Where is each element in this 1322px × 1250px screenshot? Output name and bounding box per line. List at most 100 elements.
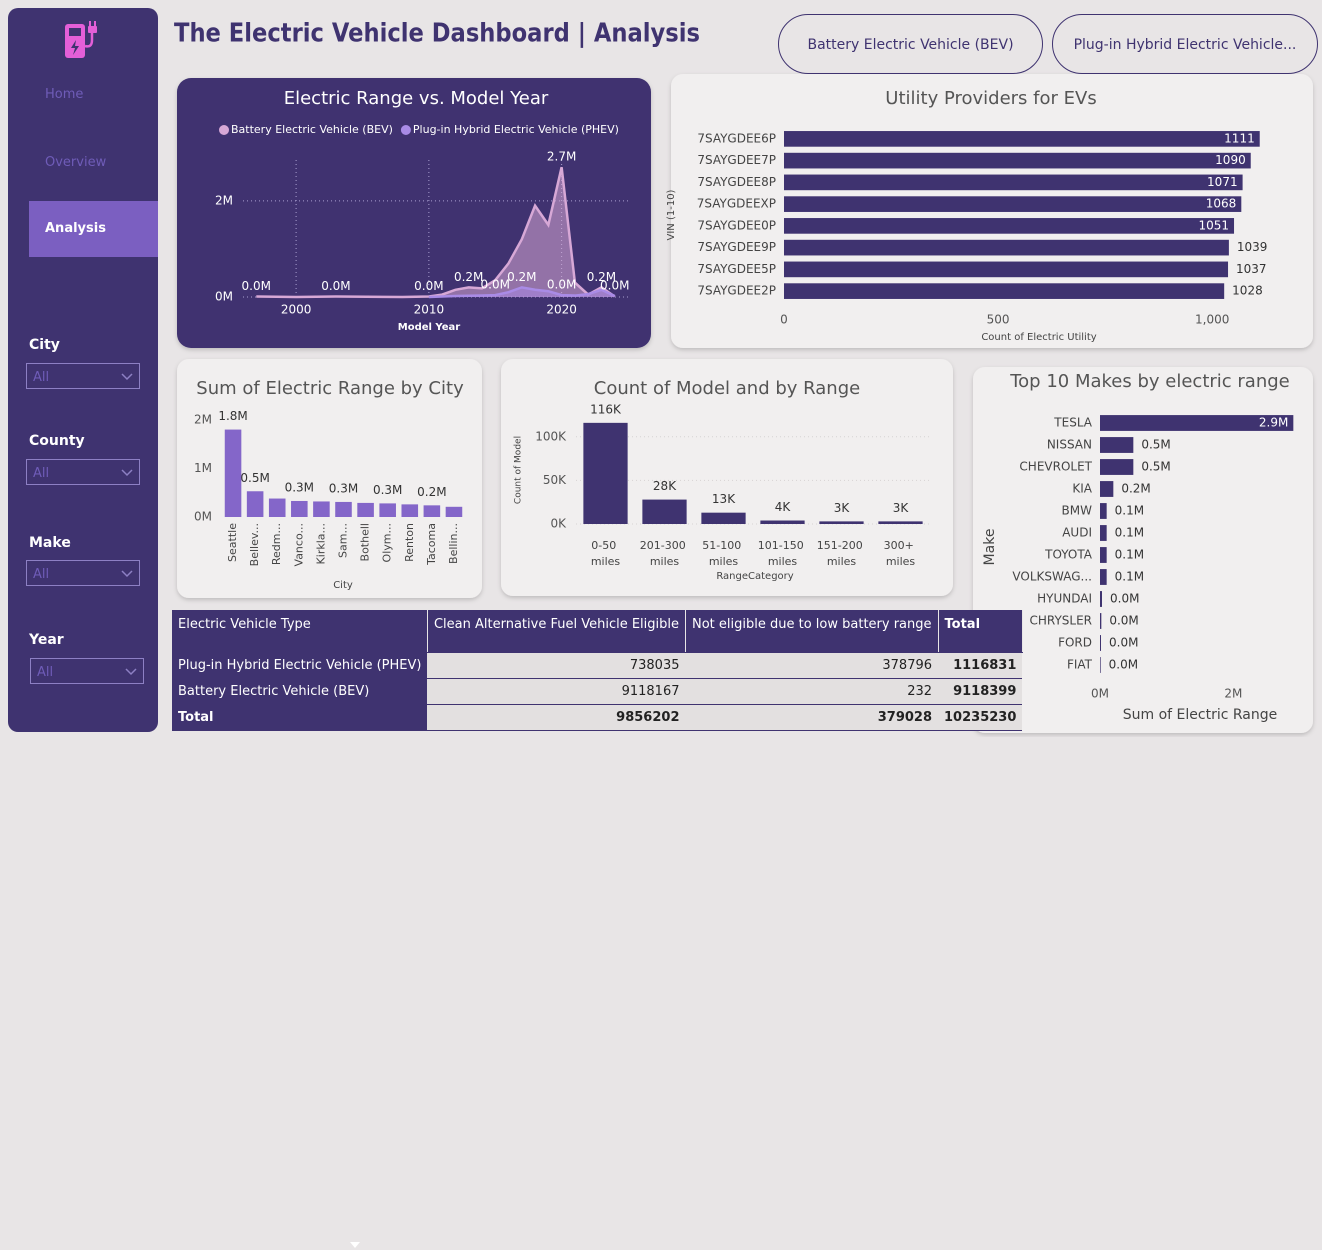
x-axis-label: City: [333, 580, 353, 591]
x-tick-label: 500: [987, 313, 1010, 327]
data-label: 0.1M: [1115, 548, 1144, 562]
category-label: 151-200 miles: [817, 539, 866, 568]
filter-dropdown[interactable]: All: [30, 658, 144, 684]
data-label: 0.2M: [507, 270, 536, 284]
summary-table: Electric Vehicle Type Clean Alternative …: [172, 610, 1023, 1248]
row: Plug-in Hybrid Electric Vehicle (PHEV) 7…: [172, 652, 1023, 679]
total-row: Total 9856202 379028 10235230: [172, 704, 1023, 731]
legend-label: Battery Electric Vehicle (BEV): [231, 123, 393, 136]
category-label: 201-300 miles: [640, 539, 689, 568]
data-label: 0.3M: [329, 481, 358, 495]
bar: [401, 504, 419, 517]
data-label: 0.5M: [1141, 460, 1170, 474]
header-cell[interactable]: Electric Vehicle Type: [172, 610, 428, 1248]
bar: [878, 521, 923, 524]
cell: Total: [172, 704, 428, 731]
data-label: 0.5M: [1141, 438, 1170, 452]
bar: [819, 521, 864, 524]
category-label: Redm...: [270, 523, 283, 565]
category-label: 7SAYGDEE7P: [697, 153, 776, 167]
filter-dropdown[interactable]: All: [26, 560, 140, 586]
category-label: Olym...: [381, 523, 394, 562]
data-label: 0.0M: [1109, 614, 1138, 628]
filter-button[interactable]: Plug-in Hybrid Electric Vehicle...: [1052, 14, 1318, 74]
category-label: Vanco...: [292, 523, 305, 566]
bar: [423, 505, 441, 517]
category-label: FIAT: [1067, 658, 1093, 672]
category-label: Tacoma: [425, 523, 438, 566]
category-label: 7SAYGDEE8P: [697, 175, 776, 189]
data-label: 1071: [1207, 175, 1238, 189]
filter-button[interactable]: Battery Electric Vehicle (BEV): [778, 14, 1043, 74]
category-label: 7SAYGDEE2P: [697, 284, 776, 298]
header-text: Electric Vehicle Type: [178, 617, 311, 632]
y-tick-label: 0M: [215, 290, 233, 304]
y-axis-label: VIN (1-10): [666, 189, 677, 240]
cell: 379028: [685, 704, 939, 731]
filter-dropdown[interactable]: All: [26, 363, 140, 389]
x-axis-label: RangeCategory: [716, 571, 793, 582]
cell: 738035: [427, 652, 686, 679]
nav-home[interactable]: Home: [45, 87, 84, 102]
bar: [335, 501, 352, 517]
chart-title: Count of Model and by Range: [594, 378, 860, 399]
y-tick-label: 0M: [194, 510, 212, 524]
category-label: 101-150 miles: [758, 539, 807, 568]
legend-marker: [219, 125, 229, 135]
cell: 10235230: [938, 704, 1023, 731]
y-axis-label: Make: [982, 529, 998, 566]
data-label: 2.7M: [547, 150, 576, 164]
data-label: 0.0M: [1110, 592, 1139, 606]
x-tick-label: 2M: [1224, 687, 1242, 701]
data-label: 0.0M: [321, 279, 350, 293]
category-label: FORD: [1058, 636, 1092, 650]
bar: [268, 498, 286, 517]
header-cell[interactable]: Not eligible due to low battery range: [685, 610, 939, 653]
header-cell[interactable]: Total: [938, 610, 1023, 653]
bar: [357, 502, 374, 517]
bar: [224, 429, 242, 517]
nav-analysis[interactable]: Analysis: [29, 201, 158, 257]
data-label: 0.2M: [454, 270, 483, 284]
filter-label: County: [29, 433, 85, 449]
filter-value: All: [33, 466, 50, 481]
bar: [1100, 415, 1294, 431]
page-title: The Electric Vehicle Dashboard | Analysi…: [174, 19, 700, 49]
bar: [784, 196, 1242, 212]
bar: [1100, 635, 1101, 651]
dashboard: Home Overview Analysis City All County A…: [8, 8, 1318, 1248]
chevron: [125, 668, 137, 676]
x-tick-label: 2000: [281, 303, 312, 317]
header-row: Electric Vehicle Type Clean Alternative …: [172, 610, 1023, 1248]
area-fill: [428, 287, 615, 297]
data-label: 0.0M: [481, 278, 510, 292]
bar: [291, 500, 308, 517]
nav-overview[interactable]: Overview: [45, 155, 107, 170]
charts: The Electric Vehicle Dashboard | Analysi…: [174, 19, 1313, 733]
series-line: [256, 166, 616, 299]
category-label: TESLA: [1053, 416, 1092, 430]
bar: [1100, 657, 1101, 673]
category-label: 51-100 miles: [702, 539, 744, 568]
data-label: 13K: [712, 492, 736, 506]
filter-label-text: County: [29, 433, 85, 449]
header-cell[interactable]: Clean Alternative Fuel Vehicle Eligible: [427, 610, 687, 653]
category-label: 7SAYGDEE6P: [697, 131, 776, 145]
filter-dropdown[interactable]: All: [26, 459, 140, 485]
y-axis-label: Count of Model: [514, 436, 524, 504]
data-label: 0.0M: [414, 279, 443, 293]
data-label: 1068: [1206, 197, 1237, 211]
bar: [1100, 613, 1102, 629]
bar: [784, 261, 1229, 278]
category-label: AUDI: [1062, 526, 1092, 540]
filter-label: Make: [29, 535, 71, 551]
data-label: 1051: [1198, 218, 1229, 232]
filter-value: All: [33, 370, 50, 385]
category-label: CHRYSLER: [1029, 614, 1092, 628]
data-label: 1.8M: [218, 409, 247, 423]
y-tick-label: 2M: [194, 412, 212, 426]
bar: [313, 501, 330, 517]
bar: [784, 174, 1243, 191]
category-label: 7SAYGDEE0P: [697, 218, 776, 232]
category-label: CHEVROLET: [1019, 460, 1092, 474]
